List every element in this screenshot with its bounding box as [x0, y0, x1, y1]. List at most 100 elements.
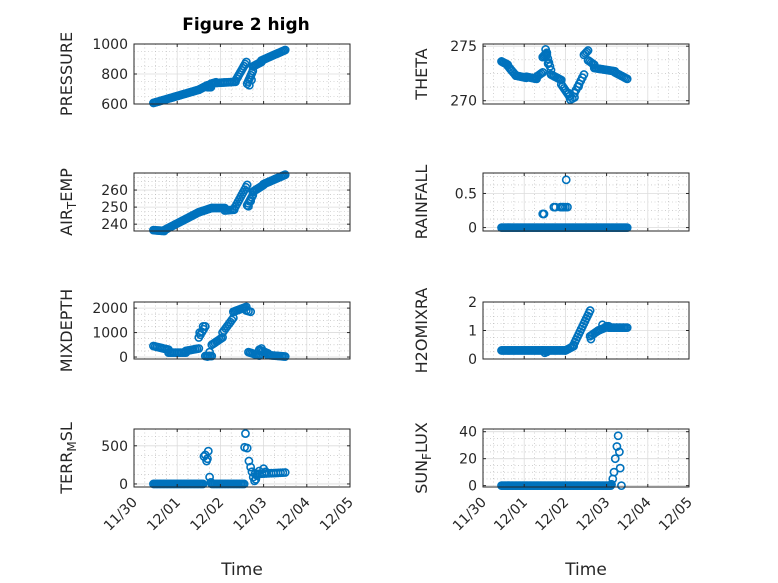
data-point — [244, 201, 253, 211]
y-tick-label: 20 — [459, 452, 477, 468]
data-points — [497, 45, 632, 105]
y-tick-label: 250 — [101, 200, 128, 216]
y-tick-label: 0 — [119, 477, 128, 493]
subplot-mixdepth: 0 1000 2000 MIXDEPTH — [57, 289, 351, 372]
data-point — [602, 321, 611, 331]
data-point — [242, 443, 252, 453]
y-tick-label: 0 — [468, 221, 477, 237]
y-axis-label: MIXDEPTH — [57, 289, 76, 372]
subplot-h2omixra: 0 1 2 H2OMIXRA — [412, 288, 690, 374]
data-points — [149, 170, 290, 236]
data-point — [280, 45, 290, 55]
y-tick-label: 0.5 — [455, 186, 477, 202]
y-tick-label: 600 — [101, 97, 128, 113]
data-point — [244, 80, 254, 90]
y-tick-label: 1000 — [92, 326, 128, 342]
y-tick-label: 0 — [468, 352, 477, 368]
data-point — [543, 54, 553, 64]
figure-title: Figure 2 high — [182, 15, 310, 35]
data-point — [538, 67, 548, 77]
y-tick-label: 270 — [450, 94, 477, 110]
y-tick-label: 1000 — [92, 37, 128, 53]
data-point — [280, 352, 290, 361]
data-point — [564, 88, 574, 98]
y-tick-label: 2 — [468, 295, 477, 311]
data-points — [149, 302, 290, 361]
data-point — [582, 47, 592, 57]
data-point — [613, 431, 623, 441]
data-point — [541, 49, 551, 59]
data-point — [622, 74, 632, 84]
data-point — [579, 70, 589, 79]
y-axis-label: RAINFALL — [412, 165, 431, 240]
y-axis-label: TERRMSL — [57, 422, 79, 495]
data-point — [205, 472, 214, 482]
axes-frame — [133, 301, 351, 360]
data-point — [254, 346, 264, 356]
data-point — [610, 454, 620, 464]
data-point — [227, 315, 237, 325]
data-point — [203, 352, 212, 361]
data-point — [252, 471, 262, 480]
data-point — [607, 479, 616, 489]
data-point — [198, 479, 208, 489]
data-point — [241, 302, 251, 312]
axes-frame — [482, 428, 690, 488]
y-tick-label: 2000 — [92, 301, 128, 317]
data-points — [497, 431, 626, 491]
data-point — [542, 347, 552, 357]
axes-frame — [482, 172, 690, 232]
data-point — [248, 472, 258, 482]
x-axis-label: Time — [220, 560, 263, 580]
y-tick-label: 0 — [468, 479, 477, 495]
data-point — [280, 468, 290, 477]
data-point — [194, 344, 204, 353]
axes-frame — [133, 172, 351, 232]
data-points — [149, 45, 290, 108]
data-point — [615, 463, 625, 473]
data-point — [561, 175, 571, 185]
axes-frame — [482, 43, 690, 105]
data-point — [251, 474, 261, 484]
data-point — [543, 59, 553, 69]
data-point — [574, 82, 583, 91]
data-point — [246, 307, 256, 317]
data-point — [542, 50, 552, 60]
data-point — [586, 334, 596, 344]
subplot-theta: 270 275 THETA — [412, 39, 690, 110]
data-point — [247, 75, 256, 85]
y-tick-label: 800 — [101, 67, 128, 83]
data-point — [239, 479, 249, 489]
data-point — [614, 447, 624, 457]
subplot-rainfall: 0 0.5 RAINFALL — [412, 165, 690, 240]
y-tick-label: 260 — [101, 183, 128, 199]
y-tick-label: 0 — [119, 350, 128, 366]
data-point — [205, 347, 214, 357]
y-tick-label: 500 — [101, 439, 128, 455]
data-point — [206, 478, 216, 487]
data-point — [241, 429, 250, 438]
data-point — [541, 45, 551, 54]
y-tick-label: 40 — [459, 425, 477, 441]
y-tick-label: 275 — [450, 39, 477, 55]
data-point — [261, 467, 271, 477]
y-axis-label: AIRTEMP — [57, 168, 79, 236]
y-tick-label: 1 — [468, 324, 477, 340]
y-axis-label: H2OMIXRA — [412, 288, 431, 374]
data-point — [246, 462, 256, 472]
data-point — [280, 170, 290, 180]
data-point — [539, 209, 549, 219]
y-axis-label: SUNFLUX — [412, 422, 434, 494]
subplot-pressure: 600 800 1000 PRESSURE — [57, 32, 351, 116]
axes-frame — [133, 428, 351, 488]
data-point — [609, 467, 619, 477]
data-point — [246, 196, 256, 206]
data-point — [257, 344, 266, 353]
data-point — [195, 328, 205, 337]
data-point — [598, 320, 607, 330]
data-point — [585, 306, 595, 315]
data-point — [242, 180, 252, 190]
